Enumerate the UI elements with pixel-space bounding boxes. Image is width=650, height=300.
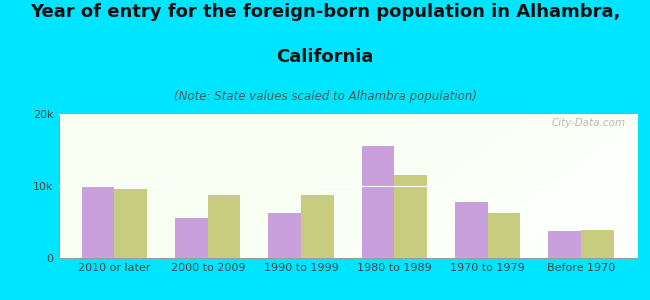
Text: City-Data.com: City-Data.com [551,118,625,128]
Bar [362,146,395,258]
Bar [175,218,208,258]
Bar [549,231,581,258]
Bar [488,213,521,258]
Text: Year of entry for the foreign-born population in Alhambra,: Year of entry for the foreign-born popul… [30,3,620,21]
Bar [114,189,147,258]
Text: (Note: State values scaled to Alhambra population): (Note: State values scaled to Alhambra p… [174,90,476,103]
Text: California: California [276,48,374,66]
Bar [395,175,427,258]
Bar [208,195,240,258]
Bar [455,202,488,258]
Bar [301,195,333,258]
Bar [82,188,114,258]
Bar [581,230,614,258]
Bar [268,213,301,258]
